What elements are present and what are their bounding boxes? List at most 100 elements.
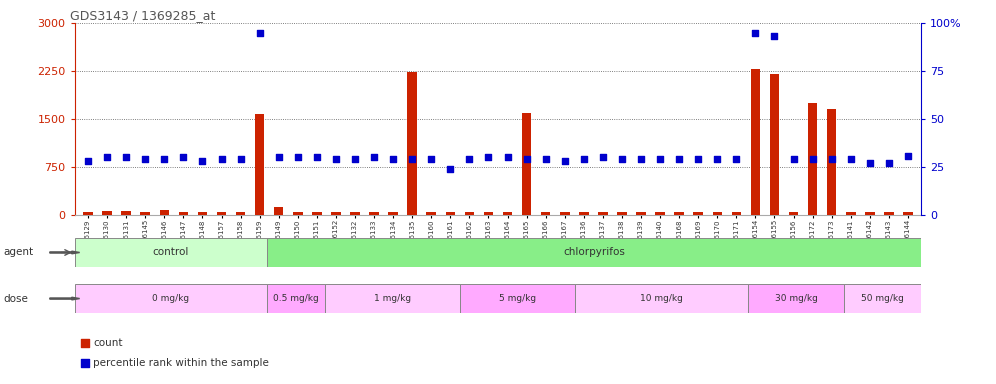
Text: chlorpyrifos: chlorpyrifos: [564, 247, 625, 258]
Text: agent: agent: [3, 247, 33, 258]
Point: [213, 156, 229, 162]
Bar: [407, 72, 417, 215]
Bar: [388, 212, 397, 215]
Bar: [712, 212, 722, 215]
Point: [671, 156, 687, 162]
Point: [576, 156, 592, 162]
Bar: [217, 212, 226, 215]
Bar: [655, 212, 665, 215]
Point: [843, 156, 859, 162]
Point: [290, 154, 306, 161]
Bar: [827, 109, 837, 215]
Bar: [464, 212, 474, 215]
Bar: [845, 284, 921, 313]
Bar: [560, 212, 570, 215]
Point: [728, 156, 744, 162]
Bar: [103, 211, 112, 215]
Bar: [140, 212, 150, 215]
Bar: [599, 212, 608, 215]
Bar: [255, 114, 264, 215]
Point: [271, 154, 287, 161]
Bar: [636, 212, 645, 215]
Point: [347, 156, 363, 162]
Point: [595, 154, 611, 161]
Point: [233, 156, 249, 162]
Bar: [197, 212, 207, 215]
Bar: [459, 284, 575, 313]
Point: [900, 152, 916, 159]
Point: [538, 156, 554, 162]
Bar: [789, 212, 799, 215]
Bar: [522, 113, 532, 215]
Text: 50 mg/kg: 50 mg/kg: [862, 294, 904, 303]
Point: [77, 360, 93, 366]
Text: 0.5 mg/kg: 0.5 mg/kg: [273, 294, 319, 303]
Point: [747, 30, 763, 36]
Bar: [748, 284, 845, 313]
Point: [423, 156, 439, 162]
Bar: [541, 212, 551, 215]
Point: [461, 156, 477, 162]
Bar: [274, 207, 284, 215]
Bar: [293, 212, 303, 215]
Point: [519, 156, 535, 162]
Text: 1 mg/kg: 1 mg/kg: [374, 294, 410, 303]
Point: [252, 30, 268, 36]
Text: count: count: [94, 338, 123, 348]
Point: [652, 156, 668, 162]
Point: [77, 340, 93, 346]
Point: [137, 156, 153, 162]
Bar: [751, 69, 760, 215]
Bar: [236, 212, 245, 215]
Bar: [732, 212, 741, 215]
Bar: [808, 103, 818, 215]
Bar: [267, 238, 921, 267]
Bar: [84, 212, 93, 215]
Point: [385, 156, 401, 162]
Point: [633, 156, 649, 162]
Point: [614, 156, 629, 162]
Text: GDS3143 / 1369285_at: GDS3143 / 1369285_at: [71, 9, 216, 22]
Text: 0 mg/kg: 0 mg/kg: [152, 294, 189, 303]
Text: 10 mg/kg: 10 mg/kg: [640, 294, 683, 303]
Bar: [846, 212, 856, 215]
Point: [690, 156, 706, 162]
Point: [557, 158, 573, 164]
Point: [367, 154, 382, 161]
Bar: [866, 212, 874, 215]
Point: [156, 156, 172, 162]
Bar: [484, 212, 493, 215]
Point: [309, 154, 325, 161]
Bar: [770, 74, 779, 215]
Point: [862, 160, 877, 166]
Point: [709, 156, 725, 162]
Point: [824, 156, 840, 162]
Bar: [331, 212, 341, 215]
Point: [194, 158, 210, 164]
Point: [480, 154, 496, 161]
Bar: [75, 238, 267, 267]
Bar: [575, 284, 748, 313]
Text: percentile rank within the sample: percentile rank within the sample: [94, 358, 269, 368]
Point: [786, 156, 802, 162]
Point: [119, 154, 134, 161]
Bar: [351, 212, 360, 215]
Point: [805, 156, 821, 162]
Bar: [370, 212, 378, 215]
Bar: [674, 212, 684, 215]
Point: [100, 154, 116, 161]
Bar: [426, 212, 436, 215]
Bar: [312, 212, 322, 215]
Bar: [445, 212, 455, 215]
Bar: [267, 284, 325, 313]
Bar: [178, 212, 188, 215]
Text: 5 mg/kg: 5 mg/kg: [499, 294, 536, 303]
Point: [442, 166, 458, 172]
Text: control: control: [152, 247, 189, 258]
Point: [175, 154, 191, 161]
Point: [500, 154, 516, 161]
Bar: [503, 212, 512, 215]
Point: [404, 156, 420, 162]
Bar: [884, 212, 893, 215]
Bar: [579, 212, 589, 215]
